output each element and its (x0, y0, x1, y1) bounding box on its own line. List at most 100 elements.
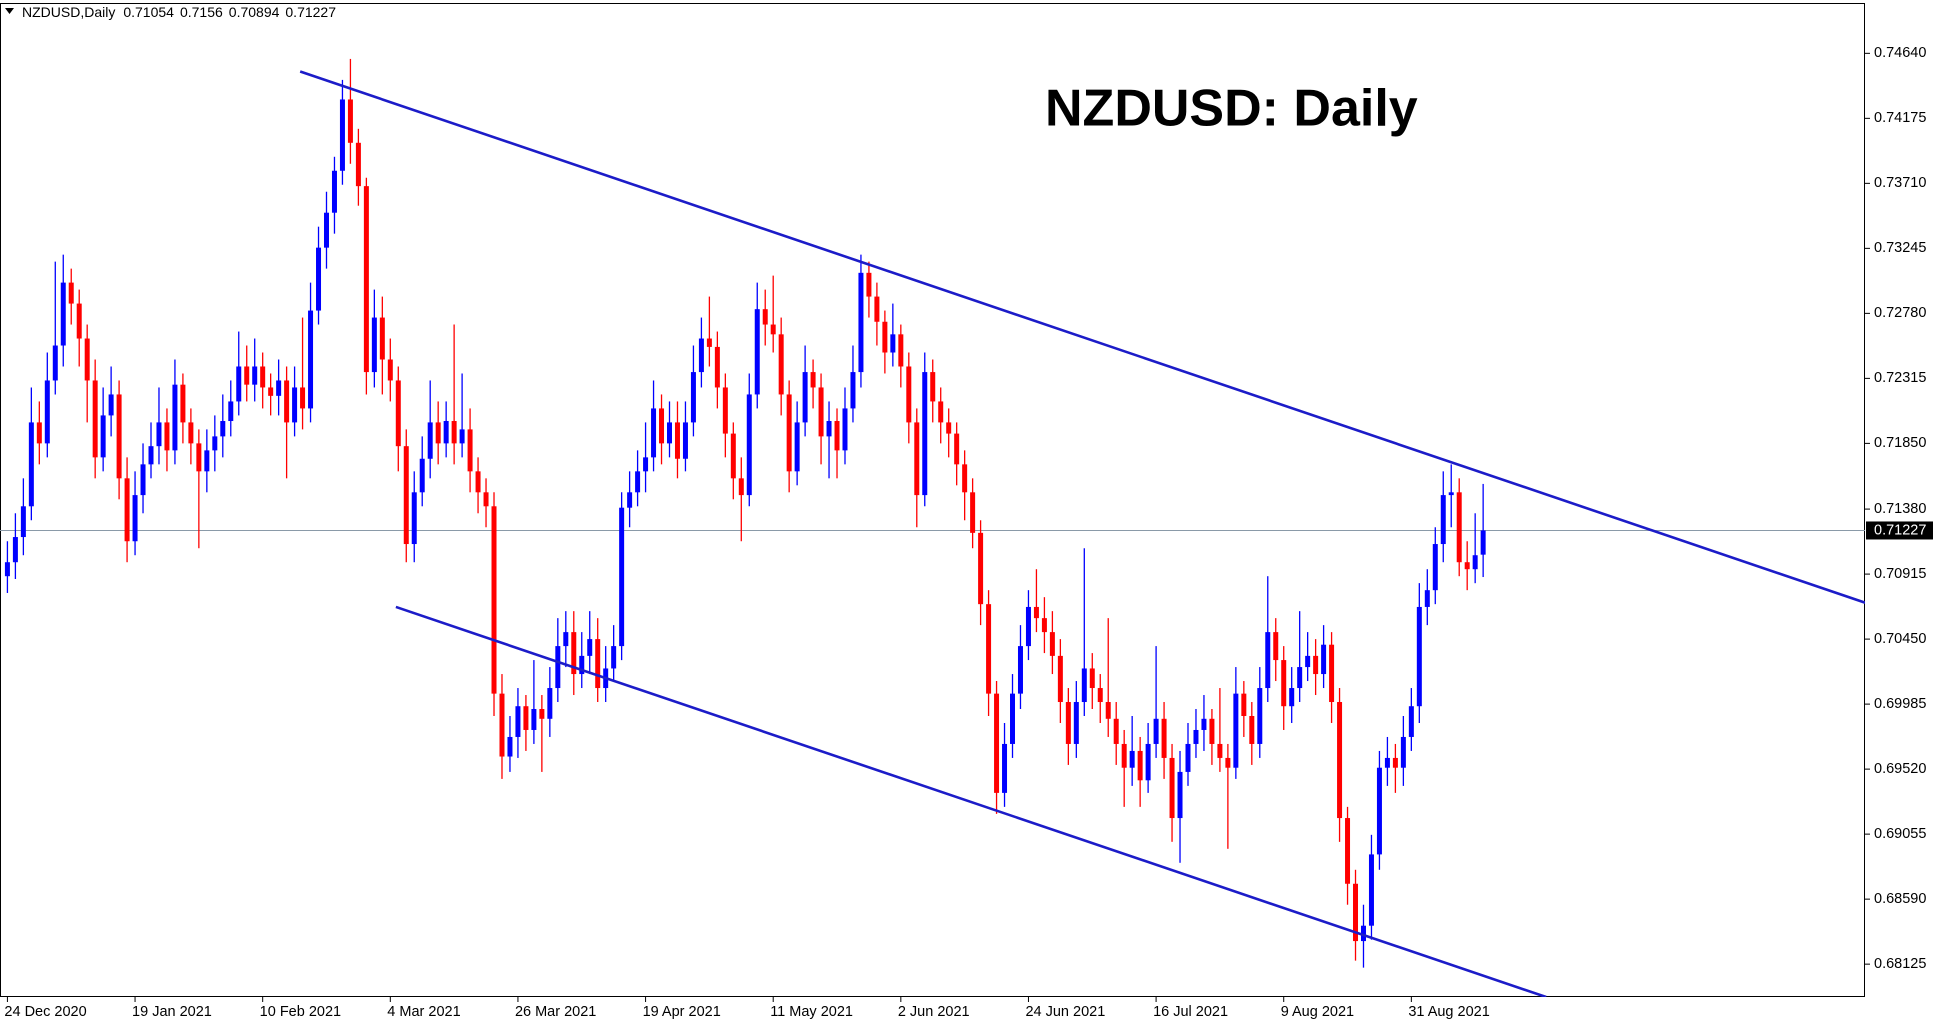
candle-body (427, 422, 433, 459)
candle-body (515, 706, 521, 737)
candle-body (890, 334, 896, 353)
candle-body (1305, 655, 1311, 668)
x-tick-label: 31 Aug 2021 (1408, 1004, 1489, 1020)
candle-body (1105, 702, 1111, 719)
candle-body (1400, 736, 1406, 768)
candle-body (108, 394, 114, 416)
plot-frame (0, 3, 1865, 997)
candle-body (690, 372, 696, 423)
candle-body (316, 247, 322, 311)
candle-body (579, 655, 585, 675)
candle-body (355, 142, 361, 187)
candle-body (938, 401, 944, 423)
candle-body (1097, 688, 1103, 703)
menu-arrow[interactable] (5, 8, 14, 14)
candle-body (547, 688, 553, 719)
candle-body (563, 632, 569, 647)
candle-body (339, 99, 345, 171)
candle-body (619, 507, 625, 647)
candle-body (92, 380, 98, 458)
candle-body (1033, 606, 1039, 619)
y-tick-label: 0.70915 (1874, 566, 1926, 582)
candle-body (746, 394, 752, 496)
candle-body (1392, 757, 1398, 768)
candle-body (882, 321, 888, 353)
candle-body (124, 478, 130, 542)
candle-body (730, 433, 736, 479)
x-tick-label: 11 May 2021 (770, 1004, 853, 1020)
candle-body (1448, 492, 1454, 496)
candle-body (44, 380, 50, 444)
candle-body (379, 317, 385, 360)
candle-body (770, 324, 776, 335)
candle-body (435, 422, 441, 444)
candle-body (1321, 644, 1327, 675)
candle-body (643, 457, 649, 472)
candle-body (52, 345, 58, 381)
candle-body (1408, 706, 1414, 737)
candle-body (858, 272, 864, 373)
candle-body (140, 464, 146, 496)
trendline (299, 70, 1865, 604)
candle-body (403, 446, 409, 545)
candle-body (627, 492, 633, 508)
candle-body (499, 693, 505, 757)
candle-body (220, 421, 226, 437)
candle-body (483, 492, 489, 507)
candle-body (20, 506, 26, 538)
candle-body (738, 478, 744, 496)
open: 0.71054 (123, 4, 174, 20)
candle-body (188, 422, 194, 444)
candle-body (196, 443, 202, 472)
candle-body (467, 429, 473, 472)
candle-body (1416, 606, 1422, 707)
candle-body (331, 170, 337, 213)
candle-body (762, 309, 768, 325)
candle-body (1464, 562, 1470, 570)
candle-body (794, 422, 800, 472)
candle-body (1432, 544, 1438, 591)
candle-body (1129, 750, 1135, 768)
candle-body (60, 282, 66, 346)
y-tick-label: 0.74175 (1874, 110, 1926, 126)
y-tick-label: 0.68125 (1874, 956, 1926, 972)
candle-body (1073, 702, 1079, 744)
candle-body (874, 296, 880, 322)
candle-body (962, 464, 968, 493)
candle-body (76, 303, 82, 339)
candle-body (818, 387, 824, 437)
candle-body (292, 387, 298, 423)
candle-body (1360, 925, 1366, 942)
x-tick-label: 9 Aug 2021 (1281, 1004, 1354, 1020)
plot-area (0, 58, 1865, 997)
candle-body (978, 532, 984, 605)
candle-body (204, 450, 210, 472)
candle-body (1137, 750, 1143, 781)
candle-body (1201, 718, 1207, 730)
candle-body (156, 422, 162, 447)
candle-body (722, 387, 728, 434)
candle-body (1161, 718, 1167, 758)
candle-body (1265, 632, 1271, 689)
candle-body (906, 366, 912, 423)
candle-body (682, 422, 688, 459)
x-tick-label: 24 Jun 2021 (1025, 1004, 1105, 1020)
y-tick-label: 0.73245 (1874, 240, 1926, 256)
candle-body (116, 394, 122, 479)
candle-body (1472, 555, 1478, 570)
candle-body (754, 309, 760, 395)
symbol: NZDUSD,Daily (22, 4, 115, 20)
candle-body (1424, 590, 1430, 607)
candle-body (1257, 688, 1263, 744)
candle-body (443, 421, 449, 444)
candle-body (451, 421, 457, 444)
candle-body (1384, 757, 1390, 768)
candle-body (1209, 718, 1215, 744)
y-tick-label: 0.69985 (1874, 696, 1926, 712)
y-tick-label: 0.69055 (1874, 826, 1926, 842)
candle-body (946, 422, 952, 434)
candle-body (651, 408, 657, 458)
candle-body (1057, 655, 1063, 703)
candle-body (36, 422, 42, 444)
